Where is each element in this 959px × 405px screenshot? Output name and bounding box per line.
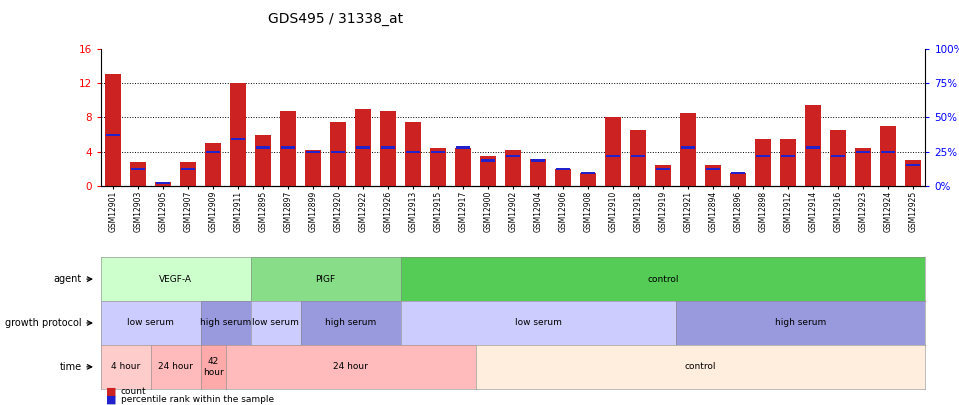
- Bar: [255, 134, 271, 186]
- Bar: [730, 173, 746, 186]
- Text: high serum: high serum: [200, 318, 251, 328]
- Bar: [356, 147, 370, 149]
- Text: PIGF: PIGF: [316, 275, 336, 284]
- Bar: [856, 151, 870, 153]
- Bar: [405, 122, 421, 186]
- Bar: [555, 169, 572, 186]
- Bar: [280, 111, 296, 186]
- Bar: [231, 138, 246, 140]
- Bar: [681, 147, 695, 149]
- Bar: [680, 113, 696, 186]
- Text: 4 hour: 4 hour: [111, 362, 140, 371]
- Text: time: time: [59, 362, 82, 372]
- Text: 42
hour: 42 hour: [202, 357, 223, 377]
- Bar: [505, 150, 521, 186]
- Bar: [655, 165, 671, 186]
- Bar: [155, 182, 172, 186]
- Text: control: control: [685, 362, 716, 371]
- Bar: [407, 151, 420, 153]
- Text: count: count: [121, 387, 147, 396]
- Bar: [455, 147, 471, 186]
- Bar: [831, 155, 845, 157]
- Text: ■: ■: [105, 395, 116, 405]
- Bar: [556, 168, 570, 170]
- Bar: [330, 122, 346, 186]
- Text: low serum: low serum: [128, 318, 175, 328]
- Bar: [879, 126, 896, 186]
- Bar: [105, 75, 121, 186]
- Text: control: control: [647, 275, 679, 284]
- Bar: [432, 151, 445, 153]
- Bar: [205, 143, 222, 186]
- Bar: [305, 150, 321, 186]
- Bar: [456, 147, 470, 149]
- Bar: [430, 147, 446, 186]
- Bar: [780, 139, 796, 186]
- Bar: [781, 155, 795, 157]
- Bar: [481, 160, 495, 162]
- Bar: [256, 147, 270, 149]
- Bar: [530, 159, 547, 186]
- Bar: [480, 156, 496, 186]
- Bar: [131, 168, 145, 170]
- Bar: [506, 155, 520, 157]
- Text: ■: ■: [105, 387, 116, 396]
- Bar: [731, 172, 745, 175]
- Text: 24 hour: 24 hour: [333, 362, 368, 371]
- Bar: [230, 83, 246, 186]
- Bar: [380, 111, 396, 186]
- Bar: [805, 104, 821, 186]
- Text: agent: agent: [54, 274, 82, 284]
- Text: low serum: low serum: [252, 318, 299, 328]
- Text: high serum: high serum: [775, 318, 826, 328]
- Bar: [206, 151, 220, 153]
- Bar: [581, 172, 595, 175]
- Text: 24 hour: 24 hour: [158, 362, 193, 371]
- Bar: [631, 155, 645, 157]
- Bar: [106, 134, 120, 136]
- Bar: [756, 155, 770, 157]
- Bar: [130, 162, 147, 186]
- Bar: [181, 168, 195, 170]
- Bar: [656, 168, 670, 170]
- Bar: [580, 173, 596, 186]
- Bar: [331, 151, 345, 153]
- Bar: [355, 109, 371, 186]
- Bar: [755, 139, 771, 186]
- Bar: [906, 164, 920, 166]
- Bar: [180, 162, 197, 186]
- Bar: [381, 147, 395, 149]
- Bar: [904, 160, 921, 186]
- Bar: [281, 147, 295, 149]
- Bar: [306, 151, 320, 153]
- Bar: [606, 155, 620, 157]
- Text: GDS495 / 31338_at: GDS495 / 31338_at: [269, 12, 403, 26]
- Text: high serum: high serum: [325, 318, 376, 328]
- Bar: [630, 130, 646, 186]
- Bar: [807, 147, 820, 149]
- Bar: [156, 182, 170, 184]
- Text: VEGF-A: VEGF-A: [159, 275, 192, 284]
- Bar: [605, 117, 621, 186]
- Bar: [706, 168, 720, 170]
- Text: low serum: low serum: [515, 318, 562, 328]
- Bar: [705, 165, 721, 186]
- Text: growth protocol: growth protocol: [5, 318, 82, 328]
- Bar: [881, 151, 895, 153]
- Bar: [854, 147, 871, 186]
- Bar: [830, 130, 846, 186]
- Bar: [531, 160, 545, 162]
- Text: percentile rank within the sample: percentile rank within the sample: [121, 395, 274, 404]
